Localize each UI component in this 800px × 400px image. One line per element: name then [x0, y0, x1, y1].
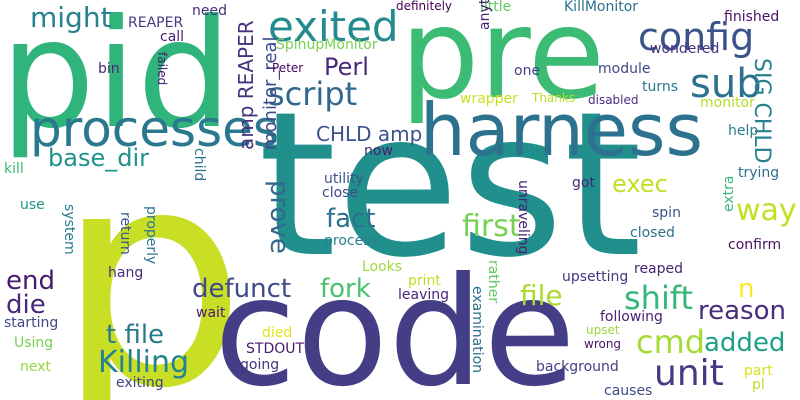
word-definitely: definitely [396, 0, 453, 13]
word-reason: reason [698, 296, 786, 326]
word-trying: trying [738, 165, 780, 181]
word-thanks: Thanks [532, 91, 576, 105]
word-code: code [214, 246, 576, 400]
word-exec: exec [612, 170, 668, 198]
word-wrapper: wrapper [460, 91, 518, 107]
word-pid: pid [0, 0, 233, 162]
word-pre: pre [400, 0, 605, 127]
word-upsetting: upsetting [562, 269, 629, 285]
word-monitor-real: monitor_real [260, 36, 281, 150]
word-properly: properly [143, 206, 159, 265]
word-killmonitor: KillMonitor [564, 0, 639, 15]
word-config: config [638, 15, 755, 59]
word-use: use [20, 197, 45, 213]
word-help: help [728, 123, 759, 139]
word-amp-reaper: amp REAPER [234, 20, 258, 150]
word-failed: failed [155, 52, 169, 86]
word-added: added [704, 328, 786, 358]
word-extra: extra [721, 175, 737, 212]
word-p: p [56, 105, 247, 400]
word-shift: shift [624, 279, 694, 317]
word-disabled: disabled [588, 93, 639, 107]
word-following: following [600, 309, 663, 325]
word-closed: closed [630, 225, 675, 241]
word-reaped: reaped [634, 261, 684, 277]
word-n: n [738, 274, 755, 304]
word-examination: examination [469, 286, 485, 374]
word-might: might [30, 1, 112, 34]
word-utility: utility [324, 171, 364, 187]
word-t-file: t file [106, 320, 165, 350]
word-way: way [736, 193, 797, 228]
word-close: close [322, 185, 359, 201]
word-harness: harness [420, 88, 704, 172]
word-module: module [598, 61, 651, 77]
word-first: first [462, 209, 521, 244]
word-sub: sub [690, 61, 762, 107]
word-background: background [536, 359, 619, 375]
word-chld-amp: CHLD amp [316, 122, 423, 146]
word-wait: wait [196, 305, 226, 321]
word-die: die [6, 290, 46, 320]
word-part: part [744, 363, 773, 379]
word-reaper: REAPER [128, 15, 184, 31]
word-child: child [191, 148, 207, 182]
word-fork: fork [320, 274, 371, 304]
word-little: little [480, 0, 512, 15]
word-starting: starting [4, 315, 59, 331]
word-process: process [324, 233, 378, 249]
word-anything: anything [477, 0, 493, 30]
word-pl: pl [752, 377, 765, 393]
word-monitor: monitor [700, 95, 755, 111]
word-wondered: wondered [650, 41, 720, 57]
word-stdout: STDOUT [246, 341, 305, 357]
word-need: need [192, 3, 227, 19]
word-return: return [117, 212, 133, 255]
word-kill: kill [4, 161, 24, 177]
word-rather: rather [485, 260, 501, 304]
word-script: script [268, 75, 358, 113]
word-end: end [6, 266, 55, 296]
word-bin: bin [98, 61, 120, 77]
word-leaving: leaving [398, 287, 450, 303]
word-going: going [240, 357, 280, 373]
word-base-dir: base_dir [48, 144, 149, 172]
word-perl: Perl [324, 53, 369, 81]
word-looks: Looks [362, 259, 403, 275]
word-prove: prove [264, 180, 294, 254]
word-print: print [408, 273, 441, 289]
word-system: system [61, 204, 77, 255]
word-now: now [364, 143, 393, 159]
word-fact: fact [326, 204, 376, 234]
word-next: next [20, 359, 52, 375]
word-hang: hang [108, 265, 144, 281]
word-unraveling: unraveling [515, 180, 531, 255]
word-exiting: exiting [116, 375, 164, 391]
word-exited: exited [268, 2, 399, 51]
word-finished: finished [724, 9, 780, 25]
word-file: file [520, 279, 563, 312]
word-peter: Peter [272, 61, 304, 75]
word-cmd: cmd [636, 323, 706, 361]
word-killing: Killing [98, 345, 190, 380]
word-confirm: confirm [728, 237, 782, 253]
word-spinupmonitor: SpinupMonitor [276, 37, 378, 53]
word-processes: processes [30, 100, 279, 158]
word-died: died [262, 325, 293, 341]
word-turns: turns [642, 79, 679, 95]
word-one: one [514, 63, 541, 79]
word-call: call [160, 29, 185, 45]
word-test: test [258, 69, 643, 302]
word-using: Using [14, 335, 54, 351]
word-got: got [572, 175, 595, 191]
word-defunct: defunct [192, 274, 292, 304]
word-causes: causes [604, 383, 653, 399]
word-wrong: wrong [584, 337, 622, 351]
word-upset: upset [586, 323, 620, 337]
word-spin: spin [652, 205, 681, 221]
word-unit: unit [654, 353, 724, 394]
